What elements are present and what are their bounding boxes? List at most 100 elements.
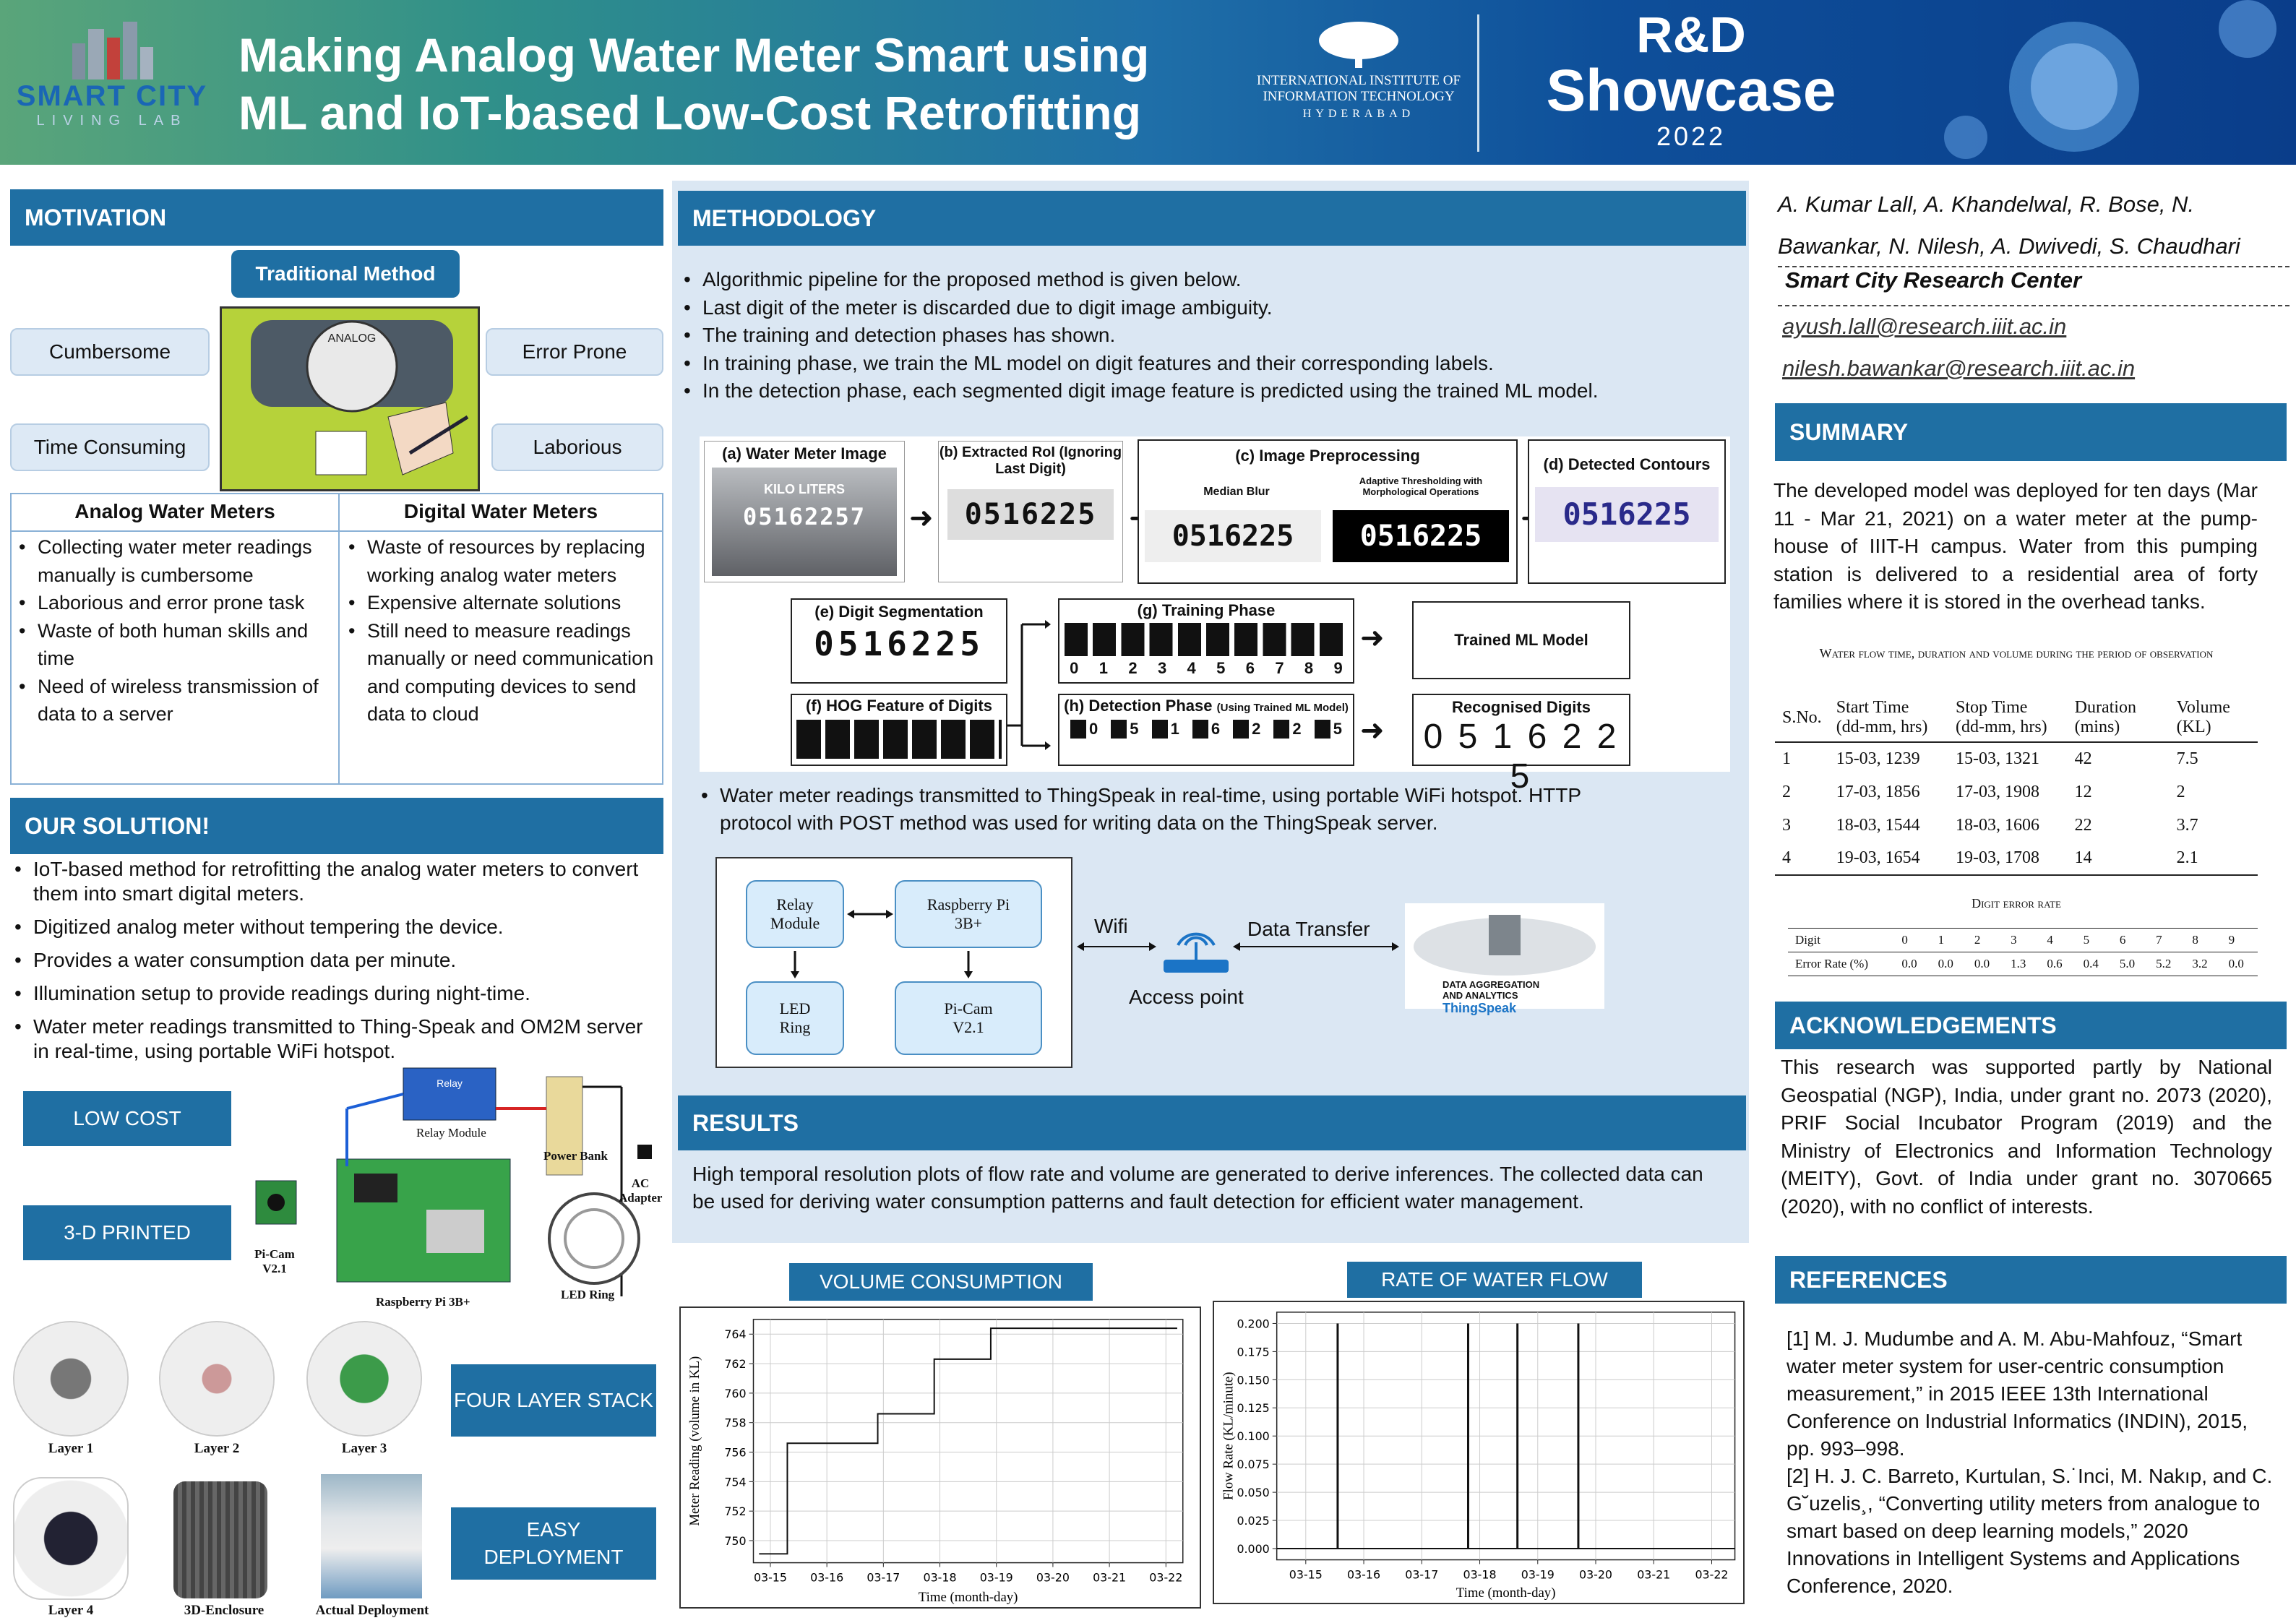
y-tick-label: 760: [724, 1387, 746, 1400]
table-cell: 4: [1782, 848, 1791, 867]
badge-four-layer-stack: FOUR LAYER STACK: [451, 1364, 656, 1437]
logo-line2: LIVING LAB: [36, 113, 188, 129]
photo-digits: 05162257: [742, 503, 867, 530]
table-cell: 6: [2119, 933, 2126, 947]
detection-label: 5: [1111, 720, 1139, 739]
solution-heading: OUR SOLUTION!: [10, 798, 663, 854]
list-item: Need of wireless transmission of data to…: [14, 673, 325, 728]
poster-title: Making Analog Water Meter Smart using ML…: [238, 26, 1149, 142]
table-cell: 0: [1901, 933, 1908, 947]
hardware-wiring: Relay: [255, 1067, 652, 1296]
relay-chip-label: Relay: [437, 1077, 463, 1089]
table-cell: 17-03, 1908: [1956, 782, 2039, 801]
training-label: 9: [1333, 659, 1343, 677]
y-tick-label: 762: [724, 1357, 746, 1371]
research-center: Smart City Research Center: [1785, 267, 2082, 293]
table-cell: 0.0: [1938, 957, 1953, 970]
table-cell: 9: [2228, 933, 2235, 947]
power-bank-label: Power Bank: [543, 1149, 608, 1163]
table-cell: Digit: [1795, 933, 1820, 947]
training-labels: 0 1 2 3 4 5 6 7 8 9: [1059, 659, 1353, 678]
blur-digits: 0516225: [1145, 510, 1321, 562]
deployment-photo: [321, 1474, 422, 1598]
comparison-divider: [338, 494, 340, 783]
detection-label: 0: [1070, 720, 1098, 739]
x-tick-label: 03-19: [1521, 1567, 1555, 1581]
authors-line2: Bawankar, N. Nilesh, A. Dwivedi, S. Chau…: [1778, 233, 2240, 259]
training-label: 6: [1245, 659, 1255, 677]
step-d: (d) Detected Contours 0516225: [1528, 439, 1726, 584]
col-start: Start Time (dd-mm, hrs): [1836, 698, 1928, 736]
step-h-subtitle: (Using Trained ML Model): [1216, 702, 1349, 714]
roi-digits: 0516225: [947, 489, 1114, 540]
y-tick-label: 758: [724, 1416, 746, 1430]
table-cell: 8: [2192, 933, 2198, 947]
arrow-right-icon: ➜: [909, 502, 934, 534]
y-tick-label: 0.150: [1237, 1373, 1269, 1387]
rpi-label: Raspberry Pi 3B+: [376, 1295, 470, 1309]
threshold-digits: 0516225: [1333, 510, 1509, 562]
list-item: The training and detection phases has sh…: [679, 322, 1626, 350]
iiit-line2: INFORMATION TECHNOLOGY: [1263, 89, 1455, 104]
table-row: 1 15-03, 1239 15-03, 1321 42 7.5: [1775, 742, 2258, 775]
digital-list: Waste of resources by replacing working …: [344, 533, 659, 728]
solution-list: IoT-based method for retrofitting the an…: [10, 857, 653, 1064]
x-axis-label: Time (month-day): [1456, 1585, 1556, 1601]
table-cell: 0.0: [2228, 957, 2244, 970]
tag-laborious: Laborious: [491, 423, 663, 471]
authors-rule-bottom: [1778, 305, 2289, 306]
tag-error-prone: Error Prone: [486, 328, 663, 376]
layer-3-photo: [306, 1321, 422, 1437]
traditional-method-label: Traditional Method: [231, 250, 460, 298]
pipeline-figure: (a) Water Meter Image KILO LITERS 051622…: [700, 436, 1730, 796]
list-item: Algorithmic pipeline for the proposed me…: [679, 266, 1626, 294]
y-tick-label: 0.125: [1237, 1401, 1269, 1415]
access-point-label: Access point: [1129, 986, 1244, 1008]
flow-led-ring: LED Ring: [746, 981, 844, 1055]
title-line1: Making Analog Water Meter Smart using: [238, 28, 1150, 82]
arrow-right-icon: ➜: [1360, 715, 1385, 746]
step-c-title: (c) Image Preprocessing: [1235, 447, 1420, 465]
table-cell: 0.0: [1974, 957, 1990, 970]
volume-chart: 750 752 754 756 758 760 762 764 03-15 03-16 03-17 0…: [679, 1306, 1201, 1609]
table-cell: 19-03, 1654: [1836, 848, 1920, 867]
y-tick-label: 0.200: [1237, 1317, 1269, 1330]
recognised-digits-box: Recognised Digits 0 5 1 6 2 2 5: [1412, 694, 1630, 796]
table-cell: 5: [2083, 933, 2090, 947]
arrow-right-icon: ➜: [1360, 622, 1385, 654]
y-tick-label: 750: [724, 1534, 746, 1548]
volume-chart-title: VOLUME CONSUMPTION: [789, 1263, 1093, 1301]
email-nilesh[interactable]: nilesh.bawankar@research.iiit.ac.in: [1782, 356, 2136, 381]
list-item: Water meter readings transmitted to Thin…: [10, 1015, 653, 1064]
detection-label: 2: [1273, 720, 1302, 739]
badge-easy-deployment: EASY DEPLOYMENT: [451, 1507, 656, 1580]
training-label: 4: [1187, 659, 1196, 677]
col-volume: Volume (KL): [2176, 698, 2230, 736]
x-tick-label: 03-19: [980, 1570, 1013, 1584]
list-item: Last digit of the meter is discarded due…: [679, 294, 1626, 322]
list-item: Laborious and error prone task: [14, 589, 325, 617]
smart-city-logo: SMART CITY LIVING LAB: [14, 22, 210, 145]
table-cell: 0.4: [2083, 957, 2099, 970]
showcase-logo: R&D Showcase 2022: [1496, 9, 1886, 152]
col-sno: S.No.: [1782, 707, 1822, 727]
x-tick-label: 03-22: [1695, 1567, 1728, 1581]
email-ayush[interactable]: ayush.lall@research.iiit.ac.in: [1782, 314, 2067, 339]
list-item: Waste of both human skills and time: [14, 617, 325, 673]
layer-2-photo: [159, 1321, 275, 1437]
layer-1-label: Layer 1: [48, 1441, 94, 1456]
analog-meters-heading: Analog Water Meters: [74, 500, 275, 522]
table-cell: 1: [1938, 933, 1945, 947]
step-e: (e) Digit Segmentation 0516225: [791, 598, 1007, 684]
table-cell: 5.0: [2119, 957, 2136, 970]
contour-digits: 0516225: [1535, 487, 1719, 542]
table-cell: 7: [2156, 933, 2162, 947]
training-label: 7: [1275, 659, 1284, 677]
cloud-label-2: ThingSpeak: [1442, 1001, 1517, 1015]
x-tick-label: 03-22: [1149, 1570, 1182, 1584]
step-h: (h) Detection Phase (Using Trained ML Mo…: [1058, 694, 1354, 766]
y-tick-label: 756: [724, 1445, 746, 1459]
list-item: Collecting water meter readings manually…: [14, 533, 325, 589]
x-tick-label: 03-17: [867, 1570, 900, 1584]
